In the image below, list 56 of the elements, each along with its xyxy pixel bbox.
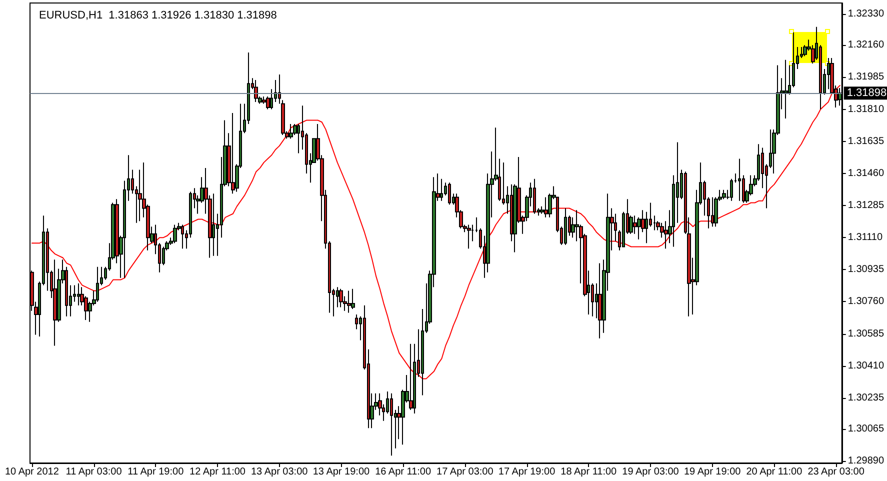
y-tick-label: 1.31110 — [848, 232, 883, 244]
y-tick-label: 1.30235 — [848, 392, 884, 404]
candlestick — [173, 224, 177, 244]
y-tick-label: 1.31460 — [848, 168, 884, 179]
y-tick-label: 1.31810 — [848, 104, 884, 115]
candlestick — [448, 182, 451, 206]
y-tick-label: 1.31635 — [848, 136, 884, 147]
candlestick — [390, 392, 393, 456]
y-tick-label: 1.32330 — [848, 8, 884, 20]
x-tick-label: 16 Apr 11:00 — [375, 466, 432, 478]
x-tick-label: 13 Apr 19:00 — [312, 466, 370, 478]
candlestick — [212, 193, 215, 256]
y-tick-label: 1.30585 — [848, 328, 884, 340]
x-tick-label: 18 Apr 11:00 — [560, 466, 618, 478]
candlestick — [231, 112, 235, 194]
ref-line-label: 1.31898 — [846, 87, 887, 100]
x-tick-label: 19 Apr 19:00 — [684, 466, 742, 478]
x-tick-label: 17 Apr 19:00 — [498, 466, 556, 478]
candlestick — [544, 196, 548, 218]
y-tick-label: 1.30760 — [848, 296, 884, 308]
x-tick-label: 12 Apr 11:00 — [190, 466, 246, 478]
candlestick — [564, 208, 567, 246]
x-tick-label: 17 Apr 03:00 — [436, 466, 494, 478]
y-tick-label: 1.31985 — [848, 72, 884, 83]
candlestick — [738, 158, 741, 202]
candlestick — [289, 123, 293, 140]
candlestick — [598, 262, 602, 339]
y-tick-label: 1.30410 — [848, 360, 884, 372]
candlestick — [53, 259, 57, 346]
candlestick — [533, 178, 536, 214]
x-tick-label: 11 Apr 03:00 — [66, 466, 122, 478]
candlestick — [711, 196, 714, 228]
x-tick-label: 19 Apr 03:00 — [622, 466, 680, 478]
candlestick — [467, 224, 471, 250]
x-tick-label: 20 Apr 11:00 — [746, 466, 803, 478]
y-tick-label: 1.32160 — [848, 40, 884, 51]
y-tick-label: 1.31285 — [848, 200, 884, 212]
candlestick — [181, 224, 184, 250]
text: EURUSD,H1 1.31863 1.31926 1.31830 1.31898 — [39, 10, 277, 22]
x-tick-label: 23 Apr 03:00 — [808, 466, 865, 478]
candlestick — [351, 288, 355, 310]
y-tick-label: 1.30935 — [848, 264, 884, 276]
candlestick — [722, 189, 726, 200]
x-tick-label: 10 Apr 2012 — [4, 466, 60, 478]
candlestick — [409, 343, 413, 410]
y-tick-label: 1.30065 — [848, 424, 884, 435]
candlestick — [96, 266, 99, 302]
x-tick-label: 13 Apr 03:00 — [250, 466, 308, 478]
x-tick-label: 11 Apr 19:00 — [128, 466, 184, 478]
candlestick — [77, 282, 80, 306]
candlestick — [784, 59, 788, 119]
candlestick — [339, 288, 343, 308]
y-tick-label: 1.29890 — [848, 456, 884, 467]
candlestick — [254, 79, 258, 102]
candlestick — [347, 290, 351, 314]
line-series — [31, 84, 840, 380]
